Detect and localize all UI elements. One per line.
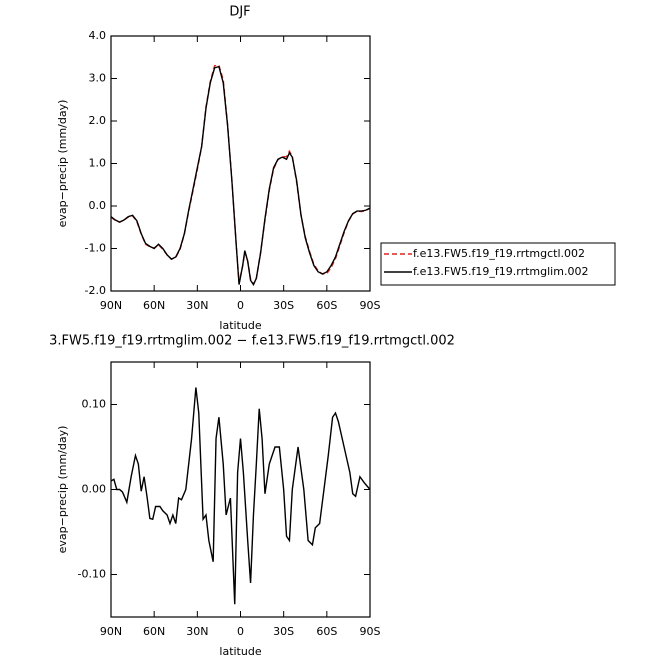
y-tick-label: -2.0	[85, 284, 106, 297]
x-tick-label: 30N	[186, 625, 208, 638]
y-tick-label: 0.0	[89, 199, 107, 212]
y-axis-label: evap−precip (mm/day)	[56, 426, 69, 554]
x-tick-label: 30N	[186, 299, 208, 312]
y-tick-label: 3.0	[89, 72, 107, 85]
legend-label: f.e13.FW5.f19_f19.rrtmglim.002	[413, 265, 588, 278]
y-tick-label: 0.10	[82, 398, 107, 411]
x-axis-label: latitude	[219, 319, 261, 332]
x-tick-label: 60N	[143, 299, 165, 312]
plot-frame	[110, 35, 371, 292]
data-line	[110, 387, 371, 605]
x-tick-label: 60S	[316, 299, 337, 312]
x-tick-label: 90S	[360, 625, 381, 638]
x-tick-label: 60N	[143, 625, 165, 638]
y-tick-label: -0.10	[78, 568, 106, 581]
y-tick-label: 4.0	[89, 29, 107, 42]
x-tick-label: 90S	[360, 299, 381, 312]
data-line	[110, 64, 371, 286]
data-line	[110, 65, 371, 287]
legend-label: f.e13.FW5.f19_f19.rrtmgctl.002	[413, 247, 585, 260]
x-tick-label: 90N	[100, 299, 122, 312]
x-tick-label: 0	[237, 625, 244, 638]
x-tick-label: 90N	[100, 625, 122, 638]
x-tick-label: 60S	[316, 625, 337, 638]
x-axis-label: latitude	[219, 645, 261, 658]
x-tick-label: 30S	[273, 299, 294, 312]
legend-box	[380, 242, 616, 286]
y-tick-label: 1.0	[89, 157, 107, 170]
y-tick-label: 0.00	[82, 483, 107, 496]
y-tick-label: -1.0	[85, 242, 106, 255]
plot-frame	[110, 361, 371, 618]
y-axis-label: evap−precip (mm/day)	[56, 100, 69, 228]
chart-title: DJF	[229, 5, 250, 20]
x-tick-label: 30S	[273, 625, 294, 638]
chart-title: 3.FW5.f19_f19.rrtmglim.002 − f.e13.FW5.f…	[49, 334, 455, 349]
y-tick-label: 2.0	[89, 114, 107, 127]
x-tick-label: 0	[237, 299, 244, 312]
